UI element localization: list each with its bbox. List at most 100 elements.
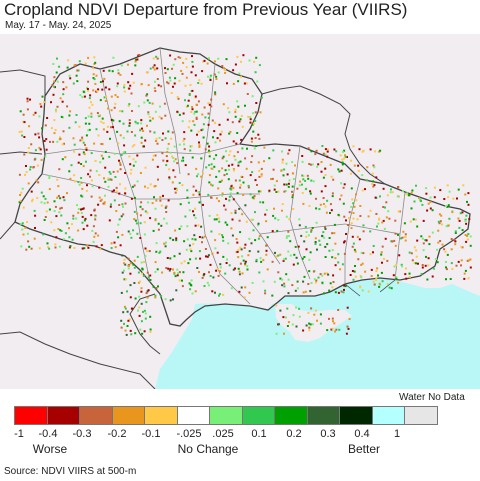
cropland-pixel: [155, 137, 158, 140]
cropland-pixel: [78, 60, 81, 63]
cropland-pixel: [293, 253, 296, 256]
cropland-pixel: [345, 219, 347, 222]
cropland-pixel: [343, 149, 346, 152]
cropland-pixel: [372, 164, 375, 167]
cropland-pixel: [341, 158, 344, 161]
cropland-pixel: [216, 137, 219, 140]
cropland-pixel: [134, 332, 137, 335]
cropland-pixel: [285, 183, 288, 186]
cropland-pixel: [350, 227, 353, 230]
cropland-pixel: [34, 227, 36, 229]
cropland-pixel: [334, 330, 337, 333]
cropland-pixel: [265, 253, 268, 256]
cropland-pixel: [160, 85, 163, 88]
cropland-pixel: [114, 102, 117, 105]
legend-swatches: [14, 406, 438, 425]
cropland-pixel: [228, 264, 231, 267]
cropland-pixel: [162, 132, 164, 135]
cropland-pixel: [409, 220, 412, 223]
cropland-pixel: [208, 155, 211, 158]
cropland-pixel: [174, 158, 177, 161]
cropland-pixel: [232, 268, 235, 271]
cropland-pixel: [462, 184, 465, 187]
cropland-pixel: [145, 94, 148, 97]
cropland-pixel: [214, 247, 217, 250]
cropland-pixel: [445, 268, 448, 271]
cropland-pixel: [419, 198, 422, 201]
cropland-pixel: [440, 223, 443, 226]
cropland-pixel: [38, 247, 41, 250]
cropland-pixel: [343, 252, 346, 255]
cropland-pixel: [134, 297, 137, 300]
cropland-pixel: [237, 105, 240, 108]
cropland-pixel: [259, 257, 262, 260]
cropland-pixel: [298, 224, 301, 227]
cropland-pixel: [110, 109, 113, 112]
cropland-pixel: [287, 235, 290, 238]
cropland-pixel: [362, 230, 365, 233]
cropland-pixel: [281, 284, 284, 287]
cropland-pixel: [115, 230, 118, 233]
cropland-pixel: [156, 268, 159, 271]
cropland-pixel: [369, 148, 372, 151]
cropland-pixel: [279, 277, 282, 280]
cropland-pixel: [37, 181, 40, 184]
cropland-pixel: [305, 248, 308, 251]
cropland-pixel: [82, 90, 85, 93]
cropland-pixel: [258, 169, 261, 172]
cropland-pixel: [102, 128, 105, 131]
cropland-pixel: [331, 249, 334, 252]
cropland-pixel: [337, 253, 340, 256]
cropland-pixel: [464, 269, 467, 272]
cropland-pixel: [92, 225, 95, 228]
cropland-pixel: [230, 212, 233, 215]
cropland-pixel: [149, 217, 152, 220]
cropland-pixel: [146, 124, 148, 127]
legend-tick: 0.4: [354, 428, 370, 440]
cropland-pixel: [138, 314, 141, 317]
cropland-pixel: [48, 247, 51, 250]
cropland-pixel: [183, 143, 186, 146]
cropland-pixel: [142, 310, 144, 313]
cropland-pixel: [29, 168, 32, 171]
cropland-pixel: [54, 205, 57, 208]
cropland-pixel: [73, 143, 76, 146]
cropland-pixel: [110, 247, 113, 249]
cropland-pixel: [405, 277, 408, 280]
cropland-pixel: [169, 299, 172, 302]
cropland-pixel: [260, 167, 263, 170]
cropland-pixel: [312, 180, 315, 183]
cropland-pixel: [218, 200, 220, 203]
cropland-pixel: [275, 255, 278, 258]
cropland-pixel: [198, 236, 201, 238]
cropland-pixel: [18, 201, 21, 204]
cropland-pixel: [83, 219, 86, 222]
cropland-pixel: [436, 248, 439, 251]
cropland-pixel: [139, 214, 142, 217]
cropland-pixel: [211, 119, 214, 122]
cropland-pixel: [219, 139, 221, 142]
cropland-pixel: [107, 177, 110, 180]
legend-tick: 0.2: [286, 428, 302, 440]
cropland-pixel: [239, 246, 242, 249]
cropland-pixel: [188, 120, 191, 123]
cropland-pixel: [367, 290, 370, 293]
cropland-pixel: [120, 326, 123, 329]
cropland-pixel: [202, 123, 205, 126]
cropland-pixel: [118, 204, 121, 206]
cropland-pixel: [121, 110, 124, 113]
cropland-pixel: [94, 215, 97, 218]
cropland-pixel: [177, 56, 180, 59]
source-note: Source: NDVI VIIRS at 500-m: [4, 466, 137, 477]
cropland-pixel: [191, 60, 194, 63]
cropland-pixel: [137, 271, 140, 274]
cropland-pixel: [124, 187, 127, 190]
cropland-pixel: [128, 264, 131, 267]
cropland-pixel: [182, 156, 185, 159]
cropland-pixel: [162, 159, 165, 162]
cropland-pixel: [62, 196, 65, 199]
cropland-pixel: [286, 173, 289, 176]
cropland-pixel: [35, 179, 38, 182]
cropland-pixel: [387, 210, 390, 213]
cropland-pixel: [19, 222, 22, 225]
